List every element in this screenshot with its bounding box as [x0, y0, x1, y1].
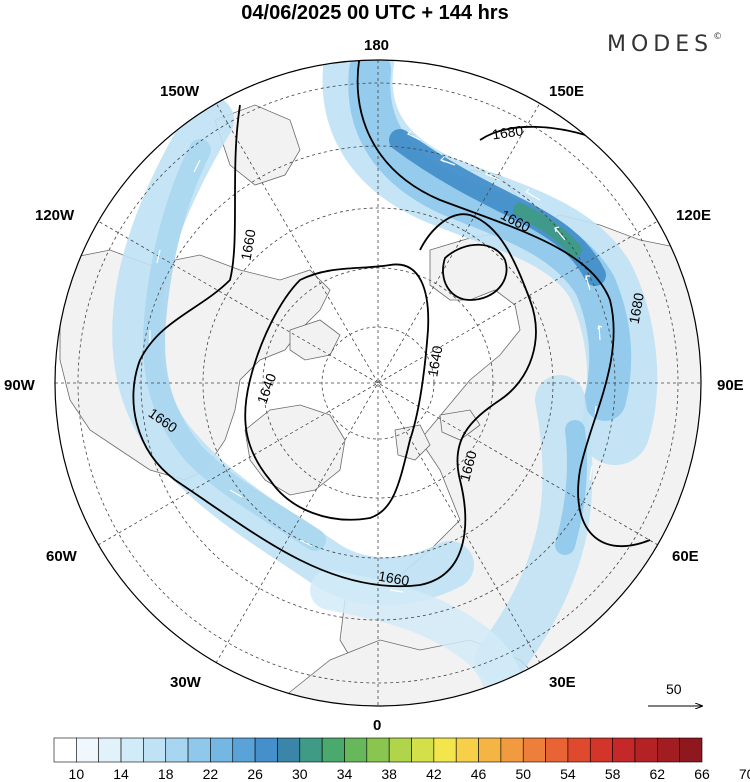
contour-1680-north — [356, 60, 651, 548]
colorbar-swatch — [53, 737, 77, 763]
colorbar-label: 50 — [515, 766, 531, 782]
colorbar-label: 18 — [158, 766, 174, 782]
colorbar-swatch — [143, 737, 167, 763]
colorbar-swatch — [187, 737, 211, 763]
colorbar: 10 14 18 22 26 30 34 38 42 46 50 54 58 62 66 70 — [53, 737, 750, 782]
colorbar-swatch — [277, 737, 301, 763]
colorbar-swatch — [612, 737, 636, 763]
colorbar-label: 46 — [471, 766, 487, 782]
jet-stream-maximum — [513, 203, 582, 257]
colorbar-swatch — [366, 737, 390, 763]
colorbar-label: 70 — [739, 766, 750, 782]
lon-label-90e: 90E — [717, 377, 744, 394]
lon-label-150e: 150E — [549, 83, 584, 100]
reference-vector: 50 — [648, 681, 702, 706]
jet-stream-north-pacific-mid — [348, 60, 632, 421]
lon-label-150w: 150W — [160, 83, 200, 100]
alaska-landmass — [214, 104, 301, 186]
lon-label-30w: 30W — [170, 674, 202, 691]
copyright-mark: © — [713, 32, 723, 42]
colorbar-swatch — [165, 737, 189, 763]
modes-logo: MODES© — [607, 32, 722, 57]
greenland-landmass — [244, 404, 346, 496]
contour-label-1640-a: 1640 — [424, 344, 445, 378]
colorbar-swatch — [210, 737, 234, 763]
colorbar-label: 26 — [247, 766, 263, 782]
contour-1640 — [244, 263, 430, 521]
contour-1660-west — [132, 104, 537, 588]
colorbar-swatch — [657, 737, 680, 763]
contour-label-1660-e: 1660 — [377, 568, 411, 589]
colorbar-label: 58 — [605, 766, 621, 782]
colorbar-swatch — [545, 737, 569, 763]
colorbar-swatch — [522, 737, 546, 763]
colorbar-swatch — [478, 737, 502, 763]
contour-label-1680-b: 1680 — [626, 291, 647, 325]
jet-stream-atlantic-mid — [143, 139, 326, 551]
map-title: 04/06/2025 00 UTC + 144 hrs — [241, 2, 509, 24]
colorbar-label: 62 — [650, 766, 666, 782]
jet-stream-eurasia-core — [555, 420, 587, 555]
lon-label-0: 0 — [373, 717, 381, 734]
lon-label-120e: 120E — [676, 207, 711, 224]
colorbar-swatch — [232, 737, 256, 763]
colorbar-label: 10 — [69, 766, 85, 782]
colorbar-swatch — [634, 737, 658, 763]
colorbar-swatch — [411, 737, 435, 763]
colorbar-label: 22 — [203, 766, 219, 782]
colorbar-swatch — [500, 737, 524, 763]
contour-label-1680-a: 1680 — [491, 122, 524, 142]
colorbar-swatch — [254, 737, 278, 763]
colorbar-swatch — [388, 737, 412, 763]
colorbar-label: 30 — [292, 766, 308, 782]
contour-label-1660-b: 1660 — [238, 228, 259, 262]
colorbar-swatch — [567, 737, 591, 763]
colorbar-swatch — [120, 737, 144, 763]
lon-label-60e: 60E — [672, 548, 699, 565]
globe-boundary — [54, 59, 702, 707]
lon-label-60w: 60W — [46, 548, 78, 565]
colorbar-swatch — [455, 737, 479, 763]
contour-label-1660-c: 1660 — [456, 449, 480, 483]
lon-label-120w: 120W — [35, 207, 75, 224]
colorbar-label: 38 — [381, 766, 397, 782]
contour-1660-closed — [442, 243, 508, 301]
colorbar-swatch — [76, 737, 99, 763]
latitude-circle-40n — [77, 82, 679, 684]
colorbar-swatch — [321, 737, 345, 763]
colorbar-label: 42 — [426, 766, 442, 782]
colorbar-label: 14 — [113, 766, 129, 782]
contour-labels: 1680 1660 1680 1660 1640 1640 1660 1660 … — [146, 122, 647, 589]
colorbar-label: 54 — [560, 766, 576, 782]
colorbar-swatch — [679, 737, 703, 763]
colorbar-swatch — [589, 737, 613, 763]
colorbar-label: 66 — [694, 766, 710, 782]
brand-name: MODES — [607, 32, 714, 57]
colorbar-label: 34 — [337, 766, 353, 782]
lon-label-90w: 90W — [4, 377, 36, 394]
colorbar-swatch — [433, 737, 457, 763]
lon-label-30e: 30E — [549, 674, 576, 691]
colorbar-swatch — [344, 737, 368, 763]
reference-vector-label: 50 — [666, 681, 682, 697]
longitude-labels: 180 150E 120E 90E 60E 30E 0 30W 60W 90W … — [4, 37, 744, 734]
graticule — [55, 60, 701, 706]
colorbar-swatch — [98, 737, 122, 763]
arctic-island-c — [439, 409, 481, 441]
colorbar-swatch — [299, 737, 323, 763]
lon-label-180: 180 — [364, 37, 389, 54]
